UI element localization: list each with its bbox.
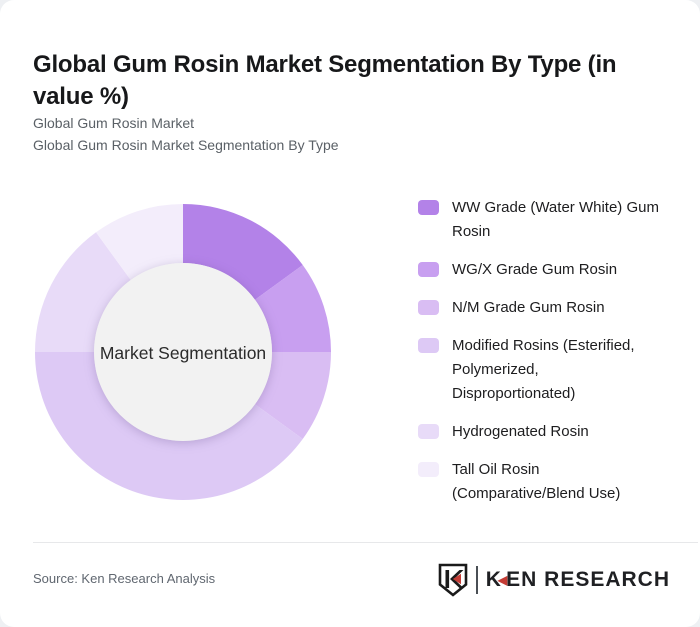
legend-swatch (418, 200, 439, 215)
legend-item[interactable]: WG/X Grade Gum Rosin (418, 258, 674, 282)
donut-center-circle (94, 263, 272, 441)
donut-segment[interactable] (255, 352, 331, 439)
footer-divider (33, 542, 698, 543)
page-title: Global Gum Rosin Market Segmentation By … (33, 51, 617, 111)
legend-label: WG/X Grade Gum Rosin (452, 261, 618, 278)
source-text: Source: Ken Research Analysis (33, 571, 216, 586)
legend-label: N/M Grade Gum Rosin (452, 299, 605, 316)
logo-wordmark: K ◀ EN RESEARCH (486, 568, 670, 592)
subtitle-line-1: Global Gum Rosin Market (33, 115, 195, 131)
legend-label: Tall Oil Rosin (Comparative/Blend Use) (452, 461, 621, 502)
subtitle-line-2: Global Gum Rosin Market Segmentation By … (33, 136, 339, 153)
donut-center-label: Market Segmentation (100, 343, 266, 363)
legend-item[interactable]: WW Grade (Water White) Gum Rosin (418, 196, 674, 244)
legend-swatch (418, 338, 439, 353)
chart-legend: WW Grade (Water White) Gum Rosin WG/X Gra… (418, 196, 674, 506)
legend-swatch (418, 462, 439, 477)
donut-segment[interactable] (183, 204, 303, 300)
donut-segment[interactable] (35, 352, 303, 500)
legend-item[interactable]: Tall Oil Rosin (Comparative/Blend Use) (418, 458, 674, 506)
legend-swatch (418, 262, 439, 277)
logo-red-triangle-icon: ◀ (497, 573, 509, 587)
donut-chart: Market Segmentation (33, 202, 333, 502)
legend-label: Modified Rosins (Esterified, Polymerized… (452, 337, 635, 402)
ken-research-shield-icon (438, 563, 468, 597)
logo-k: K (485, 568, 502, 591)
legend-swatch (418, 300, 439, 315)
logo-rest: EN RESEARCH (506, 568, 670, 591)
logo-divider (475, 566, 478, 594)
donut-segment[interactable] (255, 265, 331, 352)
legend-item[interactable]: Modified Rosins (Esterified, Polymerized… (418, 334, 674, 406)
legend-item[interactable]: Hydrogenated Rosin (418, 420, 674, 444)
legend-item[interactable]: N/M Grade Gum Rosin (418, 296, 674, 320)
chart-subtitles: Global Gum Rosin Market Global Gum Rosin… (33, 113, 339, 156)
shield-red-triangle (452, 573, 461, 585)
donut-chart-svg: Market Segmentation (35, 204, 331, 500)
legend-label: WW Grade (Water White) Gum Rosin (452, 199, 659, 240)
donut-segment[interactable] (96, 204, 183, 280)
ken-research-logo: K ◀ EN RESEARCH (438, 560, 670, 600)
donut-segment[interactable] (35, 232, 131, 352)
legend-label: Hydrogenated Rosin (452, 423, 589, 440)
legend-swatch (418, 424, 439, 439)
